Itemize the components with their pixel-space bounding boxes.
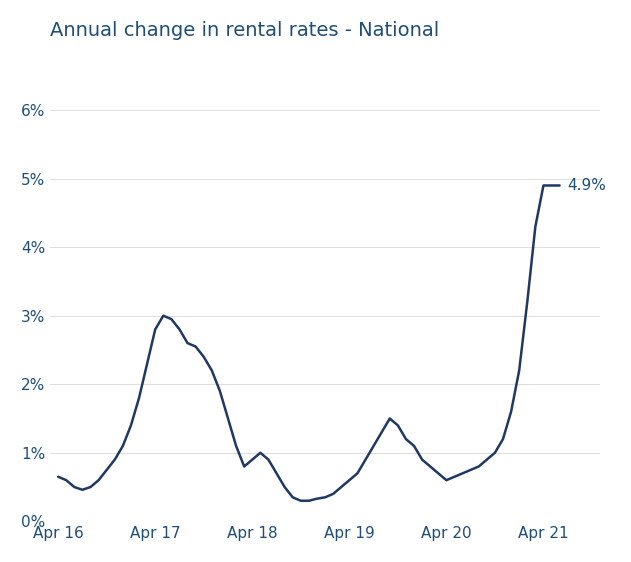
- Text: 4.9%: 4.9%: [568, 178, 606, 193]
- Text: Annual change in rental rates - National: Annual change in rental rates - National: [50, 21, 439, 40]
